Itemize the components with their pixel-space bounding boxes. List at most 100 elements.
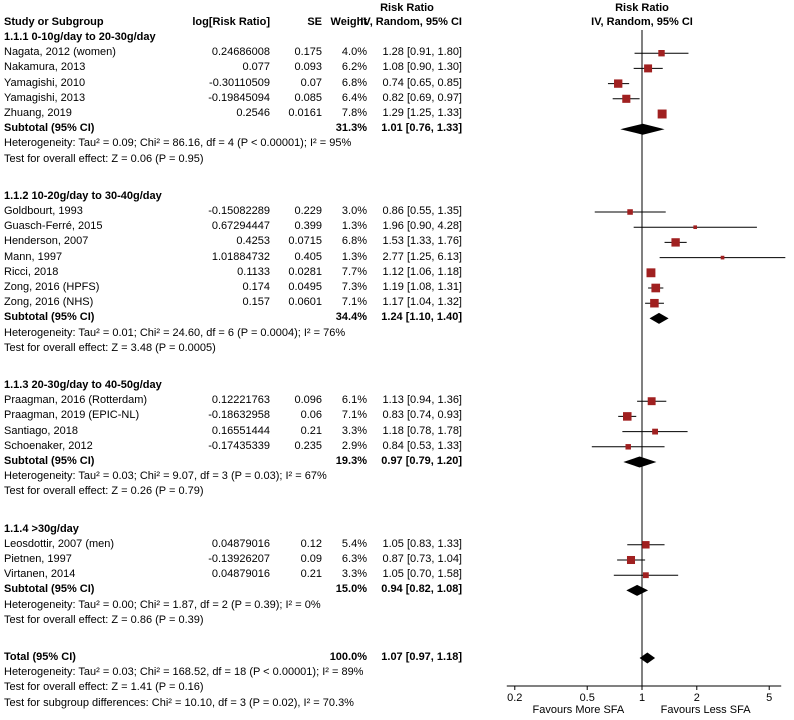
study-weight: 1.3% bbox=[341, 220, 367, 233]
study-se: 0.21 bbox=[300, 568, 322, 581]
study-name: Pietnen, 1997 bbox=[4, 553, 72, 565]
study-row: Zong, 2016 (HPFS) 0.174 0.0495 7.3% 1.19 [1.… bbox=[0, 280, 794, 295]
study-se: 0.06 bbox=[300, 409, 322, 422]
subgroup-title-row: 1.1.1 0-10g/day to 20-30g/day bbox=[0, 30, 794, 45]
study-name: Yamagishi, 2013 bbox=[4, 91, 86, 104]
column-header-study: Study or Subgroup bbox=[4, 16, 104, 28]
overall-effect-text: Test for overall effect: Z = 3.48 (P = 0… bbox=[4, 341, 216, 354]
study-name: Mann, 1997 bbox=[4, 250, 63, 263]
study-row: Schoenaker, 2012 -0.17435339 0.235 2.9% 0.84… bbox=[0, 439, 794, 454]
study-weight: 6.2% bbox=[341, 61, 367, 74]
study-log-rr: 0.174 bbox=[242, 281, 270, 293]
subtotal-label: Subtotal (95% CI) bbox=[4, 122, 95, 135]
study-se: 0.405 bbox=[294, 250, 322, 263]
plot-header-risk-ratio: Risk Ratio bbox=[615, 2, 669, 14]
study-row: Nagata, 2012 (women) 0.24686008 0.175 4.0% 1… bbox=[0, 45, 794, 60]
study-log-rr: -0.17435339 bbox=[208, 439, 270, 452]
heterogeneity-text: Heterogeneity: Tau² = 0.09; Chi² = 86.16… bbox=[4, 137, 352, 150]
study-se: 0.096 bbox=[294, 394, 322, 407]
subgroup-title-row: 1.1.4 >30g/day bbox=[0, 522, 794, 537]
study-name: Henderson, 2007 bbox=[4, 235, 89, 248]
total-ci: 1.07 [0.97, 1.18] bbox=[381, 651, 462, 663]
study-weight: 1.3% bbox=[341, 250, 367, 263]
heterogeneity-text: Heterogeneity: Tau² = 0.03; Chi² = 9.07,… bbox=[4, 470, 327, 483]
study-ci: 1.08 [0.90, 1.30] bbox=[382, 61, 462, 74]
study-log-rr: 1.01884732 bbox=[211, 250, 270, 263]
heterogeneity-row: Heterogeneity: Tau² = 0.01; Chi² = 24.60… bbox=[0, 326, 794, 341]
study-weight: 7.1% bbox=[341, 296, 367, 309]
study-row: Virtanen, 2014 0.04879016 0.21 3.3% 1.05 [0.… bbox=[0, 567, 794, 582]
study-weight: 7.1% bbox=[341, 409, 367, 422]
column-header-log-risk-ratio: log[Risk Ratio] bbox=[192, 16, 270, 28]
study-name: Praagman, 2016 (Rotterdam) bbox=[4, 394, 148, 407]
study-row: Santiago, 2018 0.16551444 0.21 3.3% 1.18 [0.… bbox=[0, 424, 794, 439]
subtotal-label: Subtotal (95% CI) bbox=[4, 455, 95, 467]
study-log-rr: 0.04879016 bbox=[211, 568, 270, 581]
study-row: Praagman, 2019 (EPIC-NL) -0.18632958 0.06 7… bbox=[0, 408, 794, 423]
total-row: Total (95% CI) 100.0% 1.07 [0.97, 1.18] bbox=[0, 650, 794, 665]
study-ci: 1.12 [1.06, 1.18] bbox=[382, 265, 462, 278]
study-log-rr: -0.30110509 bbox=[209, 76, 270, 89]
study-weight: 3.3% bbox=[341, 568, 367, 581]
subtotal-row: Subtotal (95% CI) 31.3% 1.01 [0.76, 1.33] bbox=[0, 121, 794, 136]
study-ci: 1.18 [0.78, 1.78] bbox=[382, 424, 462, 437]
overall-effect-row: Test for overall effect: Z = 3.48 (P = 0… bbox=[0, 341, 794, 356]
subgroup-title-row: 1.1.3 20-30g/day to 40-50g/day bbox=[0, 378, 794, 393]
study-ci: 0.74 [0.65, 0.85] bbox=[382, 76, 462, 89]
study-se: 0.0281 bbox=[288, 265, 322, 278]
subtotal-ci: 1.01 [0.76, 1.33] bbox=[381, 122, 462, 135]
study-log-rr: 0.2546 bbox=[236, 107, 270, 119]
total-label: Total (95% CI) bbox=[4, 651, 76, 663]
study-ci: 1.17 [1.04, 1.32] bbox=[382, 296, 462, 309]
study-weight: 3.0% bbox=[341, 205, 367, 217]
study-name: Nagata, 2012 (women) bbox=[4, 46, 116, 59]
study-ci: 1.19 [1.08, 1.31] bbox=[382, 281, 462, 293]
study-name: Schoenaker, 2012 bbox=[4, 439, 93, 452]
subgroup-differences-row: Test for subgroup differences: Chi² = 10… bbox=[0, 696, 794, 711]
total-overall-effect-text: Test for overall effect: Z = 1.41 (P = 0… bbox=[4, 681, 204, 694]
study-row: Zhuang, 2019 0.2546 0.0161 7.8% 1.29 [1.25, … bbox=[0, 106, 794, 121]
study-se: 0.21 bbox=[300, 424, 322, 437]
study-name: Zong, 2016 (NHS) bbox=[4, 296, 94, 309]
overall-effect-row: Test for overall effect: Z = 0.86 (P = 0… bbox=[0, 613, 794, 628]
column-header-se: SE bbox=[307, 16, 322, 28]
study-row: Nakamura, 2013 0.077 0.093 6.2% 1.08 [0.90, … bbox=[0, 60, 794, 75]
subtotal-weight: 34.4% bbox=[335, 311, 367, 324]
study-row: Leosdottir, 2007 (men) 0.04879016 0.12 5.4%… bbox=[0, 537, 794, 552]
study-log-rr: -0.18632958 bbox=[208, 409, 270, 422]
subgroup-title: 1.1.1 0-10g/day to 20-30g/day bbox=[4, 31, 156, 43]
study-ci: 0.83 [0.74, 0.93] bbox=[382, 409, 462, 422]
study-weight: 6.4% bbox=[341, 91, 367, 104]
total-heterogeneity-text: Heterogeneity: Tau² = 0.03; Chi² = 168.5… bbox=[4, 666, 364, 679]
study-log-rr: 0.157 bbox=[242, 296, 270, 309]
study-se: 0.175 bbox=[294, 46, 322, 59]
study-se: 0.0161 bbox=[288, 107, 322, 119]
study-name: Praagman, 2019 (EPIC-NL) bbox=[4, 409, 140, 422]
study-weight: 6.3% bbox=[341, 553, 367, 565]
subgroup-title-row: 1.1.2 10-20g/day to 30-40g/day bbox=[0, 189, 794, 204]
subtotal-row: Subtotal (95% CI) 15.0% 0.94 [0.82, 1.08] bbox=[0, 582, 794, 597]
heterogeneity-text: Heterogeneity: Tau² = 0.01; Chi² = 24.60… bbox=[4, 326, 346, 339]
study-log-rr: 0.077 bbox=[242, 61, 270, 74]
study-name: Zong, 2016 (HPFS) bbox=[4, 281, 100, 293]
study-log-rr: 0.24686008 bbox=[211, 46, 270, 59]
study-ci: 1.28 [0.91, 1.80] bbox=[382, 46, 462, 59]
overall-effect-text: Test for overall effect: Z = 0.26 (P = 0… bbox=[4, 485, 204, 498]
subtotal-weight: 15.0% bbox=[335, 583, 367, 596]
study-row: Yamagishi, 2013 -0.19845094 0.085 6.4% 0.82 … bbox=[0, 91, 794, 106]
study-name: Ricci, 2018 bbox=[4, 265, 59, 278]
study-row: Pietnen, 1997 -0.13926207 0.09 6.3% 0.87 [0.… bbox=[0, 552, 794, 567]
study-weight: 2.9% bbox=[341, 439, 367, 452]
study-row: Zong, 2016 (NHS) 0.157 0.0601 7.1% 1.17 [1.0… bbox=[0, 295, 794, 310]
study-ci: 2.77 [1.25, 6.13] bbox=[382, 250, 462, 263]
study-se: 0.085 bbox=[294, 91, 322, 104]
study-weight: 7.3% bbox=[341, 281, 367, 293]
study-log-rr: 0.67294447 bbox=[211, 220, 270, 233]
subtotal-ci: 1.24 [1.10, 1.40] bbox=[381, 311, 462, 324]
study-name: Nakamura, 2013 bbox=[4, 61, 86, 74]
study-row: Mann, 1997 1.01884732 0.405 1.3% 2.77 [1.25,… bbox=[0, 250, 794, 265]
column-header-risk-ratio: Risk Ratio bbox=[380, 2, 434, 14]
study-ci: 1.53 [1.33, 1.76] bbox=[382, 235, 462, 248]
study-row: Guasch-Ferré, 2015 0.67294447 0.399 1.3% 1.9… bbox=[0, 219, 794, 234]
